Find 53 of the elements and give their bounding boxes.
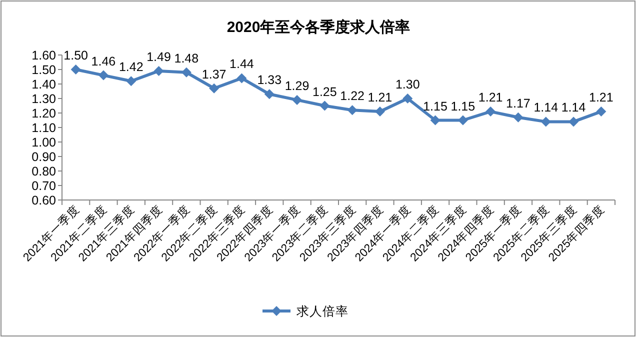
point	[486, 106, 496, 117]
point	[513, 112, 524, 122]
y-tick-label: 1.00	[32, 136, 56, 150]
data-label: 1.21	[478, 90, 503, 105]
chart-title: 2020年至今各季度求人倍率	[226, 18, 410, 36]
point	[181, 67, 192, 78]
data-label: 1.46	[91, 54, 116, 68]
data-label: 1.21	[589, 90, 614, 105]
point	[402, 94, 413, 104]
point	[70, 64, 81, 74]
data-label: 1.48	[174, 51, 199, 66]
point	[264, 89, 274, 100]
data-label: 1.37	[202, 67, 226, 82]
data-label: 1.49	[146, 50, 171, 64]
point	[320, 100, 330, 111]
y-tick-label: 1.60	[32, 48, 56, 62]
y-tick-label: 1.10	[32, 121, 56, 135]
y-tick-label: 0.60	[32, 194, 56, 208]
point	[374, 106, 385, 117]
legend-label: 求人倍率	[296, 304, 348, 318]
point	[126, 76, 136, 86]
point	[430, 115, 440, 126]
y-tick-label: 0.80	[32, 164, 56, 178]
data-label: 1.15	[423, 99, 448, 114]
point	[458, 115, 468, 126]
point	[98, 70, 108, 80]
y-tick-label: 1.30	[32, 92, 56, 106]
point	[568, 116, 579, 127]
data-label: 1.25	[312, 84, 337, 99]
data-label: 1.44	[230, 57, 254, 72]
data-label: 1.22	[340, 89, 365, 104]
data-label: 1.21	[368, 90, 392, 105]
data-label: 1.14	[561, 100, 586, 115]
point	[540, 116, 551, 127]
point	[347, 105, 358, 116]
point	[209, 83, 220, 94]
y-tick-label: 0.90	[32, 150, 56, 164]
y-tick-label: 0.70	[32, 179, 56, 193]
data-label: 1.50	[64, 48, 88, 62]
data-label: 1.42	[118, 60, 144, 74]
data-label: 1.17	[506, 96, 530, 110]
data-label: 1.29	[284, 78, 310, 93]
y-tick-label: 1.40	[32, 78, 56, 92]
point	[596, 106, 606, 117]
y-tick-label: 1.20	[32, 106, 56, 120]
point	[292, 94, 302, 105]
point	[154, 66, 164, 76]
point	[236, 73, 247, 84]
data-label: 1.33	[257, 73, 282, 88]
data-label: 1.15	[450, 99, 476, 114]
data-label: 1.14	[534, 100, 558, 115]
data-label: 1.30	[395, 78, 420, 92]
y-tick-label: 1.50	[32, 63, 56, 77]
